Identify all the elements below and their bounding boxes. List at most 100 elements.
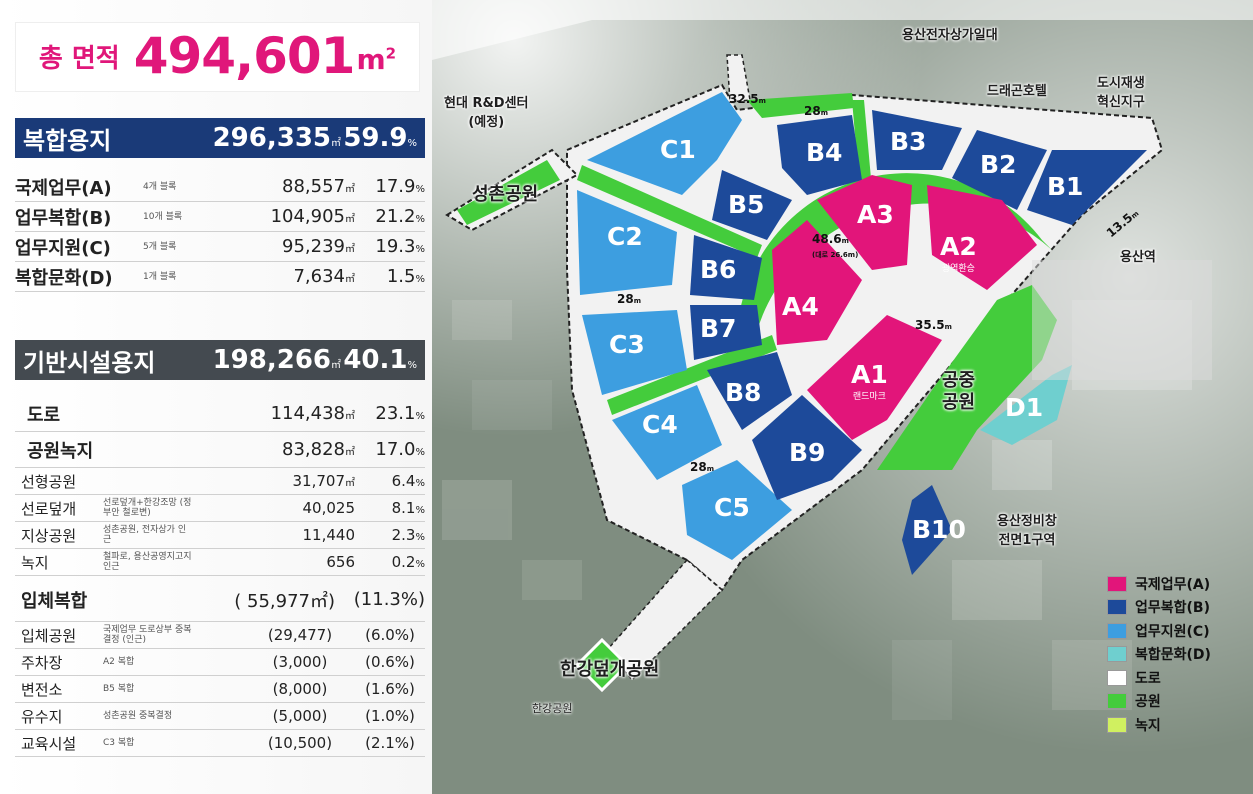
row-area: (3,000) (272, 653, 328, 671)
block-B1-shape (1027, 150, 1147, 225)
legend-label: 국제업무(A) (1135, 576, 1211, 593)
mixed-use-area-unit: ㎡ (331, 138, 341, 149)
row-name: 업무지원(C) (15, 237, 111, 259)
table-row: 주차장 A2 복합 (3,000) (0.6%) (15, 649, 425, 676)
road-width-35-5: 35.5m (915, 318, 952, 332)
row-pct-unit: % (415, 447, 425, 458)
row-pct-unit: % (415, 214, 425, 225)
row-pct: 6.4% (355, 472, 425, 490)
row-name: 공원녹지 (27, 440, 94, 462)
row-pct-unit: % (415, 532, 425, 543)
road-width-28-top: 28m (804, 104, 828, 118)
road-width-28-mid: 28m (617, 292, 641, 306)
south-road-extension (606, 558, 724, 682)
row-name: 복합문화(D) (15, 267, 113, 289)
block-C4-shape (612, 385, 722, 480)
row-area-unit: ㎡ (345, 244, 355, 255)
block-B6-shape (690, 235, 762, 300)
row-pct-value: 19.3 (375, 236, 416, 257)
row-area-value: 104,905 (270, 206, 345, 227)
row-pct: 23.1% (355, 403, 425, 424)
row-pct: (0.6%) (365, 653, 415, 671)
mixed-use-table: 국제업무(A) 4개 블록 88,557㎡ 17.9% 업무복합(B) 10개 … (15, 172, 425, 292)
infra-header: 기반시설용지 198,266㎡ 40.1% (15, 340, 425, 380)
row-area-value: 7,634 (293, 266, 345, 287)
row-area: 114,438㎡ (271, 403, 355, 424)
label-seongchon-park: 성촌공원 (472, 184, 539, 205)
total-area-label: 총 면적 (38, 44, 120, 74)
hangang-cover-park-shape (574, 637, 630, 693)
road-width-sub: (대로 26.6m) (812, 251, 859, 259)
row-area-value: 40,025 (302, 499, 356, 517)
row-pct: (1.0%) (365, 707, 415, 725)
central-public-park (877, 285, 1057, 470)
top-haze-band (432, 0, 1253, 60)
legend-item: 업무지원(C) (1107, 619, 1247, 643)
row-note: 10개 블록 (143, 211, 183, 222)
label-maintenance-zone: 용산정비창 전면1구역 (997, 514, 1057, 548)
legend-swatch (1107, 716, 1127, 733)
legend-label: 녹지 (1135, 717, 1161, 734)
legend-swatch (1107, 599, 1127, 616)
total-area-box: 총 면적 494,601 m2 (15, 22, 420, 92)
block-B8-shape (707, 352, 792, 430)
row-area-value: 31,707 (292, 472, 346, 490)
infra-area: 198,266㎡ (213, 345, 341, 375)
road-row: 도로 114,438㎡ 23.1% (15, 396, 425, 432)
row-pct-value: 17.9 (375, 176, 416, 197)
road-width-value: 28 (617, 292, 634, 306)
table-row: 지상공원 성촌공원, 전자상가 인근 11,440 2.3% (15, 522, 425, 549)
row-pct: 1.5% (355, 266, 425, 287)
row-pct-unit: % (415, 244, 425, 255)
legend-swatch (1107, 693, 1127, 710)
row-pct-value: 0.2 (391, 553, 416, 571)
legend-item: 복합문화(D) (1107, 643, 1247, 667)
block-A1-shape (807, 315, 942, 440)
row-area: 11,440 (303, 526, 356, 544)
infra-area-value: 198,266 (212, 345, 331, 375)
row-area-value: 88,557 (282, 176, 345, 197)
row-pct-value: 6.4 (391, 472, 416, 490)
total-area-unit-m: m (356, 43, 386, 76)
infra-area-unit: ㎡ (331, 360, 341, 371)
row-name: 선형공원 (21, 472, 77, 491)
row-area-unit: ㎡ (345, 274, 355, 285)
block-A2-shape (927, 185, 1037, 290)
road-width-unit: m (706, 465, 714, 473)
road-width-unit: m (841, 237, 849, 245)
row-note: B5 복합 (103, 684, 135, 694)
block-C1-shape (587, 92, 742, 195)
block-D1-shape (980, 365, 1072, 445)
road-width-value: 35.5 (915, 318, 945, 332)
mixed-use-area: 296,335㎡ (213, 123, 341, 153)
row-name: 변전소 (21, 680, 63, 699)
green-diagonal-2 (607, 335, 777, 415)
legend-item: 업무복합(B) (1107, 596, 1247, 620)
road-width-unit: m (758, 97, 766, 105)
row-name: 입체공원 (21, 626, 77, 645)
legend-swatch (1107, 622, 1127, 639)
legend-item: 공원 (1107, 690, 1247, 714)
row-name: 선로덮개 (21, 499, 77, 518)
row-pct-value: 1.5 (386, 266, 416, 287)
block-B5-shape (712, 170, 792, 240)
green-radial-north (852, 100, 872, 192)
row-area: (10,500) (267, 734, 333, 752)
table-row: 업무지원(C) 5개 블록 95,239㎡ 19.3% (15, 232, 425, 262)
row-note: A2 복합 (103, 657, 135, 667)
row-area: ( 55,977㎡) (234, 590, 335, 612)
table-row: 교육시설 C3 복합 (10,500) (2.1%) (15, 730, 425, 757)
green-diagonal-1 (577, 165, 762, 258)
row-area-unit: ㎡ (345, 447, 355, 458)
legend-label: 복합문화(D) (1135, 647, 1211, 664)
block-A4-shape (772, 220, 862, 345)
row-pct-unit: % (415, 274, 425, 285)
row-pct-unit: % (415, 184, 425, 195)
legend-label: 공원 (1135, 694, 1161, 711)
row-area: (29,477) (267, 626, 333, 644)
legend-item: 도로 (1107, 666, 1247, 690)
row-pct-unit: % (415, 559, 425, 570)
row-note: 5개 블록 (143, 241, 177, 252)
row-pct: 2.3% (355, 526, 425, 544)
row-pct: 17.9% (355, 176, 425, 197)
